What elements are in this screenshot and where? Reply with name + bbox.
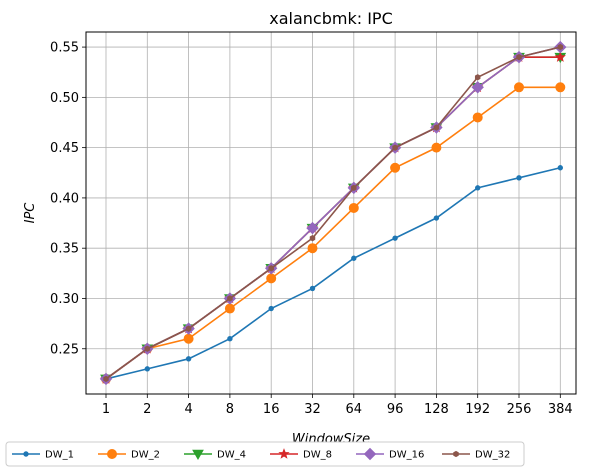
legend-label: DW_2 [131, 450, 160, 461]
data-point-dw-2 [555, 82, 566, 93]
legend-label: DW_4 [217, 450, 246, 461]
x-tick-label: 4 [184, 402, 192, 417]
series-layer [99, 40, 567, 386]
data-point-dw-2 [472, 112, 483, 123]
data-point-dw-1 [309, 285, 316, 292]
y-tick-label: 0.55 [50, 41, 79, 56]
data-point-dw-32 [268, 265, 274, 272]
data-point-dw-1 [351, 255, 357, 261]
data-point-dw-16 [306, 221, 319, 235]
x-tick-label: 128 [424, 402, 449, 417]
y-tick-label: 0.45 [50, 141, 79, 156]
data-point-dw-32 [185, 325, 192, 332]
data-point-dw-1 [516, 175, 522, 181]
data-point-dw-32 [103, 375, 109, 383]
legend-marker [363, 447, 377, 461]
y-tick-label: 0.50 [50, 91, 79, 106]
data-point-dw-32 [351, 184, 357, 192]
grid [86, 32, 576, 394]
chart-title: xalancbmk: IPC [269, 9, 392, 28]
plot-frame [85, 31, 577, 395]
legend-marker [192, 449, 204, 461]
legend-item-dw-32: DW_32 [442, 450, 510, 461]
y-tick-label: 0.25 [50, 342, 79, 357]
data-point-dw-2 [224, 303, 235, 314]
legend: DW_1 DW_2 DW_4 DW_8 DW_16 DW_32 [5, 441, 525, 467]
legend-item-dw-4: DW_4 [184, 450, 246, 461]
y-axis-label: IPC [23, 202, 38, 224]
legend-label: DW_8 [303, 450, 332, 461]
series-dw-32 [103, 43, 564, 383]
x-tick-label: 96 [387, 402, 404, 417]
data-point-dw-32 [557, 43, 564, 51]
legend-marker [453, 450, 459, 458]
data-point-dw-1 [185, 356, 192, 362]
legend-marker [107, 449, 117, 459]
legend-item-dw-16: DW_16 [356, 447, 424, 461]
data-point-dw-32 [309, 234, 316, 242]
data-point-dw-32 [227, 295, 233, 302]
series-dw-2 [101, 82, 566, 384]
data-point-dw-16 [471, 81, 484, 94]
data-point-dw-1 [227, 335, 233, 342]
legend-item-dw-1: DW_1 [12, 450, 74, 461]
x-tick-label: 1 [102, 402, 110, 417]
series-line-dw-2 [105, 86, 561, 380]
data-point-dw-2 [307, 243, 318, 254]
y-tick-label: 0.40 [50, 191, 79, 206]
y-tick-label: 0.35 [50, 242, 79, 257]
x-tick-label: 2 [143, 402, 151, 417]
series-line-dw-1 [105, 166, 561, 380]
series-line-dw-32 [105, 46, 561, 380]
series-dw-8 [100, 51, 566, 384]
legend-marker [278, 448, 290, 459]
y-tick-label: 0.30 [50, 292, 79, 307]
data-point-dw-2 [431, 142, 442, 153]
data-point-dw-1 [392, 235, 398, 241]
data-point-dw-2 [390, 162, 401, 173]
legend-item-dw-8: DW_8 [270, 448, 332, 461]
data-point-dw-2 [348, 202, 359, 213]
x-tick-label: 384 [548, 402, 573, 417]
data-point-dw-1 [144, 366, 151, 372]
data-point-dw-1 [475, 185, 481, 191]
data-point-dw-1 [268, 305, 274, 312]
y-axis: 0.25 0.30 0.35 0.40 0.45 0.50 0.55 [50, 41, 86, 357]
data-point-dw-32 [144, 345, 151, 352]
x-axis: 1 2 4 8 16 32 64 96 128 192 256 384 [102, 394, 573, 417]
x-tick-label: 8 [226, 402, 234, 417]
legend-label: DW_32 [475, 450, 510, 461]
data-point-dw-2 [183, 333, 194, 344]
series-line-dw-4 [105, 56, 561, 380]
series-dw-4 [100, 52, 567, 385]
data-point-dw-32 [392, 144, 398, 151]
legend-label: DW_1 [45, 450, 74, 461]
data-point-dw-2 [266, 273, 277, 284]
x-tick-label: 256 [507, 402, 532, 417]
data-point-dw-2 [514, 82, 524, 93]
legend-frame [5, 441, 525, 467]
legend-label: DW_16 [389, 450, 424, 461]
data-point-dw-1 [433, 215, 440, 221]
data-point-dw-8 [554, 51, 566, 62]
x-tick-label: 32 [304, 402, 321, 417]
data-point-dw-32 [433, 124, 440, 131]
x-tick-label: 192 [465, 402, 490, 417]
data-point-dw-32 [516, 53, 522, 61]
legend-marker [23, 451, 29, 457]
series-line-dw-8 [105, 56, 561, 380]
x-tick-label: 64 [346, 402, 363, 417]
x-tick-label: 16 [263, 402, 280, 417]
data-point-dw-32 [474, 74, 481, 81]
data-point-dw-1 [557, 165, 563, 171]
legend-item-dw-2: DW_2 [98, 449, 160, 461]
